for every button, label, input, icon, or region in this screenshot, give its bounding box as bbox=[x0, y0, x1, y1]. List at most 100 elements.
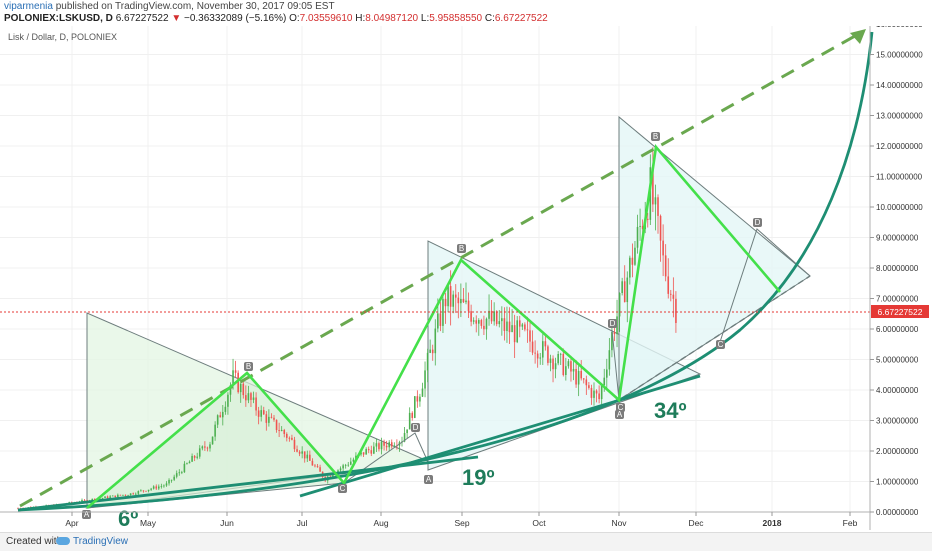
candle-body bbox=[175, 473, 178, 477]
candle-body bbox=[94, 498, 96, 501]
candle-body bbox=[447, 286, 449, 307]
candle-body bbox=[424, 370, 426, 389]
candle-body bbox=[132, 493, 134, 495]
candle-body bbox=[444, 298, 447, 307]
dashed-trend-line bbox=[19, 30, 863, 508]
candle-body bbox=[478, 320, 480, 324]
y-tick-label: 3.00000000 bbox=[876, 417, 919, 426]
candle-body bbox=[298, 451, 301, 454]
candle-body bbox=[160, 486, 163, 487]
pattern2-legs bbox=[611, 329, 620, 401]
candle-body bbox=[544, 341, 547, 347]
candle-body bbox=[508, 321, 511, 333]
candle-body bbox=[216, 415, 219, 425]
candle-body bbox=[603, 377, 606, 386]
candle-body bbox=[485, 318, 488, 330]
chart-title: Lisk / Dollar, D, POLONIEX bbox=[8, 32, 117, 42]
candle-body bbox=[106, 496, 109, 498]
candle-body bbox=[350, 461, 352, 465]
candle-body bbox=[475, 320, 478, 324]
candle-body bbox=[183, 463, 186, 473]
candle-body bbox=[518, 320, 521, 327]
candle-body bbox=[268, 416, 270, 423]
svg-text:C: C bbox=[718, 340, 724, 349]
candle-body bbox=[542, 341, 544, 358]
candle-body bbox=[168, 479, 170, 484]
candle-body bbox=[367, 449, 370, 451]
candle-body bbox=[193, 455, 196, 458]
candle-body bbox=[565, 366, 567, 375]
label-p3-c: C bbox=[716, 340, 725, 349]
candle-body bbox=[134, 493, 137, 495]
candle-body bbox=[352, 459, 355, 462]
angle-label-19: 19º bbox=[462, 465, 495, 490]
candle-body bbox=[83, 499, 86, 501]
open-label: O: bbox=[289, 13, 300, 24]
y-tick-label: 4.00000000 bbox=[876, 386, 919, 395]
svg-text:B: B bbox=[246, 362, 251, 371]
candle-body bbox=[262, 410, 265, 415]
candle-body bbox=[311, 460, 314, 466]
svg-text:C: C bbox=[340, 484, 346, 493]
candle-body bbox=[495, 311, 498, 325]
candle-body bbox=[309, 454, 311, 461]
footer-bar: Created with TradingView bbox=[0, 532, 932, 551]
label-p3-d: D bbox=[753, 218, 762, 227]
y-tick-label: 13.00000000 bbox=[876, 112, 923, 121]
candle-body bbox=[152, 486, 155, 489]
candle-body bbox=[252, 397, 255, 400]
candle-body bbox=[211, 436, 214, 445]
last-price-tag: 6.67227522 bbox=[871, 305, 929, 318]
price-chart[interactable]: Lisk / Dollar, D, POLONIEX A B C D A B C… bbox=[0, 26, 932, 532]
candle-body bbox=[511, 325, 513, 333]
pattern3-legs bbox=[719, 228, 811, 343]
candle-body bbox=[452, 294, 454, 307]
candle-body bbox=[114, 495, 117, 498]
candle-body bbox=[595, 390, 598, 394]
publish-line: viparmenia published on TradingView.com,… bbox=[4, 1, 924, 13]
candle-body bbox=[165, 483, 168, 486]
candle-body bbox=[480, 320, 483, 326]
candle-body bbox=[137, 491, 140, 494]
created-with-text: Created with bbox=[6, 536, 63, 547]
candle-body bbox=[111, 495, 114, 497]
candle-body bbox=[109, 496, 111, 498]
candle-body bbox=[81, 499, 83, 503]
candle-body bbox=[567, 361, 570, 367]
candle-body bbox=[127, 495, 129, 496]
tradingview-cloud-icon bbox=[56, 537, 70, 546]
x-tick-label: Oct bbox=[532, 518, 546, 528]
svg-text:D: D bbox=[610, 319, 616, 328]
y-tick-label: 7.00000000 bbox=[876, 295, 919, 304]
candle-body bbox=[181, 472, 183, 474]
y-tick-label: 15.00000000 bbox=[876, 51, 923, 60]
x-tick-label: Jul bbox=[297, 518, 308, 528]
candle-body bbox=[250, 393, 252, 400]
candle-body bbox=[547, 346, 549, 363]
label-p1-c: C bbox=[338, 484, 347, 493]
candle-body bbox=[257, 410, 260, 417]
candle-body bbox=[260, 410, 262, 417]
candle-body bbox=[119, 494, 122, 496]
candle-body bbox=[278, 430, 280, 431]
candle-body bbox=[577, 370, 580, 385]
candle-body bbox=[408, 412, 411, 430]
candle-body bbox=[286, 433, 288, 438]
candle-body bbox=[613, 331, 616, 335]
candle-body bbox=[293, 439, 296, 450]
symbol-line: POLONIEX:LSKUSD, D 6.67227522 ▼ −0.36332… bbox=[4, 13, 924, 25]
candle-body bbox=[229, 385, 232, 395]
candle-body bbox=[173, 476, 175, 480]
candle-body bbox=[667, 276, 670, 294]
published-text: published on TradingView.com, November 3… bbox=[55, 1, 335, 12]
author-link[interactable]: viparmenia bbox=[4, 1, 53, 12]
x-tick-label: Sep bbox=[454, 518, 469, 528]
candle-body bbox=[598, 393, 600, 400]
svg-text:A: A bbox=[84, 510, 90, 519]
tradingview-logo[interactable]: TradingView bbox=[56, 536, 128, 547]
x-tick-label: Feb bbox=[843, 518, 858, 528]
candle-body bbox=[611, 331, 613, 351]
zigzag-main bbox=[86, 143, 781, 509]
candle-body bbox=[672, 294, 675, 299]
chart-header: viparmenia published on TradingView.com,… bbox=[4, 1, 924, 27]
